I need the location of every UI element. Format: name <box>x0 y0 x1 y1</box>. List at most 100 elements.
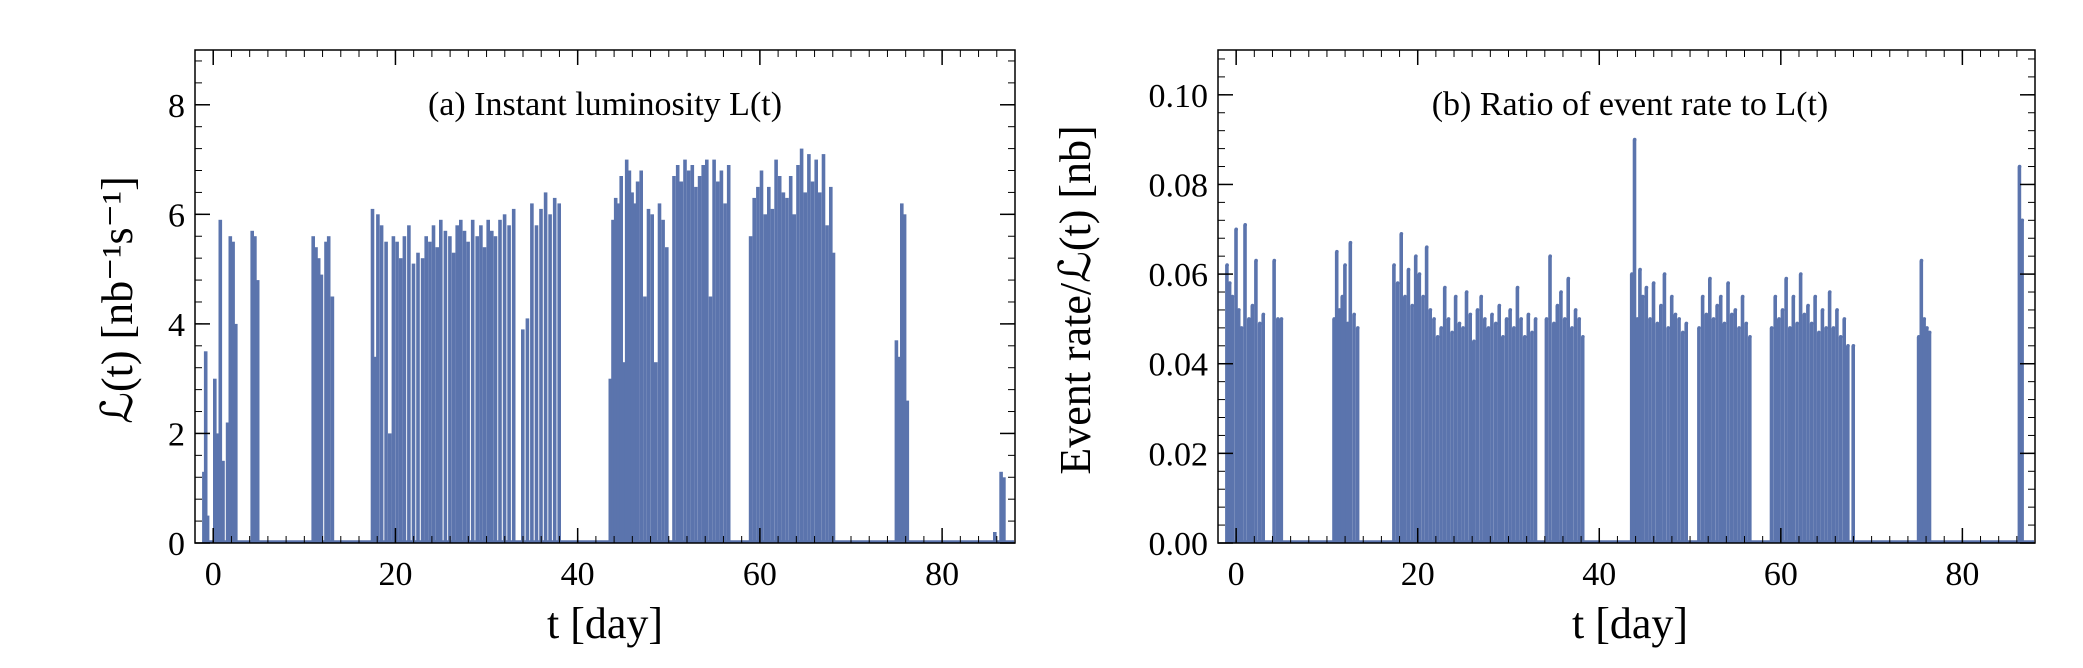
bar <box>1453 296 1458 543</box>
bar <box>643 296 647 543</box>
bar <box>697 176 702 543</box>
bar <box>1715 305 1719 543</box>
bar <box>1838 336 1843 543</box>
bar <box>1442 287 1447 543</box>
bar <box>1461 327 1465 543</box>
point-marker <box>1258 321 1262 326</box>
bar <box>373 356 377 543</box>
point-marker <box>1659 303 1663 308</box>
bar <box>1254 260 1258 543</box>
bar <box>661 219 665 544</box>
bar <box>1809 323 1814 543</box>
bar <box>1490 314 1494 543</box>
point-marker <box>1399 232 1404 236</box>
point-marker <box>1490 312 1494 317</box>
bar <box>675 165 680 543</box>
bar <box>821 154 826 543</box>
bar <box>548 214 552 544</box>
bar <box>1515 287 1520 543</box>
point-marker <box>1662 272 1667 276</box>
bar <box>1261 314 1265 543</box>
point-marker <box>1730 312 1734 317</box>
bar <box>1919 260 1924 543</box>
bar <box>1922 318 1926 543</box>
bar <box>1927 332 1932 543</box>
plot-frame <box>1217 49 2036 544</box>
bar <box>788 176 793 543</box>
x-tick-label: 40 <box>1582 556 1616 593</box>
y-tick-label: 0.08 <box>1149 167 1209 204</box>
bar <box>316 258 321 543</box>
bar <box>455 225 459 544</box>
point-marker <box>1780 308 1785 312</box>
bar <box>1468 314 1472 543</box>
bar <box>1700 296 1705 543</box>
point-marker <box>1335 249 1339 254</box>
bar <box>1544 318 1549 543</box>
bar <box>1737 327 1741 543</box>
point-marker <box>1501 335 1505 339</box>
bar <box>657 203 662 543</box>
point-marker <box>1432 317 1436 321</box>
bar <box>402 236 407 543</box>
bar <box>1644 287 1649 543</box>
bar <box>633 203 637 543</box>
bar <box>752 197 756 543</box>
bar <box>1406 269 1411 543</box>
bar <box>774 159 778 543</box>
bar <box>218 219 223 544</box>
bar <box>1279 318 1284 543</box>
bar <box>326 236 331 543</box>
bar <box>665 247 669 543</box>
point-marker <box>1504 317 1509 321</box>
bar <box>1551 323 1556 543</box>
bar <box>1813 296 1817 543</box>
bar <box>701 165 705 543</box>
bar <box>781 192 786 543</box>
bar <box>1497 305 1501 543</box>
bar <box>622 362 626 543</box>
bar <box>1835 309 1839 543</box>
point-marker <box>1806 303 1810 308</box>
point-marker <box>1250 303 1255 308</box>
bar <box>1806 305 1810 543</box>
bar <box>1669 296 1674 543</box>
point-marker <box>1701 294 1705 299</box>
point-marker <box>1425 245 1429 249</box>
point-marker <box>1435 335 1440 339</box>
bar <box>672 176 676 543</box>
point-marker <box>1697 326 1701 330</box>
point-marker <box>1655 321 1660 326</box>
bar <box>759 170 764 543</box>
bar <box>1246 318 1251 543</box>
point-marker <box>1472 339 1476 344</box>
bar <box>1722 323 1727 543</box>
bar <box>1573 309 1578 543</box>
point-marker <box>1272 258 1277 263</box>
bar <box>694 186 698 543</box>
x-tick-label: 60 <box>743 556 777 593</box>
bar <box>1533 318 1538 543</box>
bar <box>1562 318 1567 543</box>
point-marker <box>1356 326 1360 330</box>
point-marker <box>1243 223 1247 227</box>
bar <box>1820 309 1825 543</box>
bar <box>1236 309 1241 543</box>
point-marker <box>1838 335 1843 339</box>
bar <box>785 197 789 543</box>
bar <box>716 181 720 543</box>
bar <box>435 247 439 543</box>
point-marker <box>1641 294 1645 299</box>
point-marker <box>1791 294 1796 299</box>
bar <box>807 154 811 543</box>
y-tick-label: 0.04 <box>1149 347 1209 384</box>
bar <box>1337 309 1342 543</box>
bar <box>1916 336 1921 543</box>
y-tick-label: 0.06 <box>1149 257 1209 294</box>
bar <box>1740 296 1745 543</box>
point-marker <box>1726 281 1730 285</box>
point-marker <box>1515 285 1520 290</box>
bar <box>475 236 479 543</box>
bar <box>799 148 804 543</box>
bar <box>215 433 220 543</box>
